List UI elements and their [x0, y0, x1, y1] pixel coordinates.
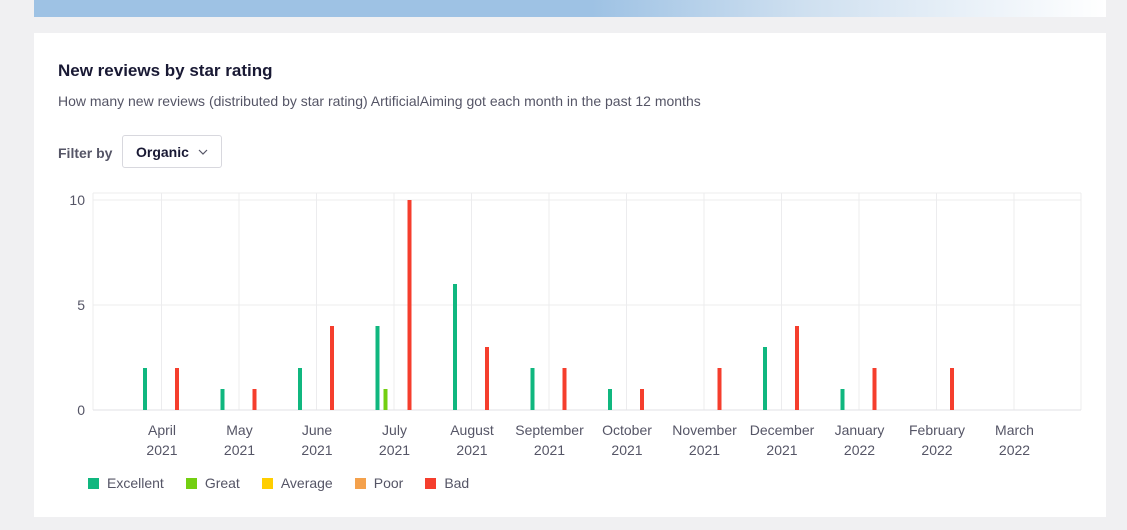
- x-tick-label-year: 2022: [844, 442, 875, 458]
- star-rating-chart: 0 5 10 April 2021 May 2021 June 2021 July 2021 Augu…: [69, 192, 1082, 458]
- x-tick-label-month: April: [148, 422, 176, 438]
- x-tick-label-month: March: [995, 422, 1034, 438]
- x-tick-label-year: 2021: [456, 442, 487, 458]
- legend-swatch: [354, 477, 366, 489]
- x-tick-label-month: October: [602, 422, 652, 438]
- legend-item-great[interactable]: Great: [185, 475, 240, 491]
- reviews-card: New reviews by star rating How many new …: [34, 33, 1106, 517]
- x-tick-label-month: January: [835, 422, 885, 438]
- bar-excellent: [453, 284, 457, 410]
- bar-great: [383, 389, 388, 410]
- section-title: New reviews by star rating: [58, 61, 273, 80]
- legend-label: Excellent: [107, 475, 164, 491]
- x-tick-label-month: June: [302, 422, 333, 438]
- x-tick-label-year: 2021: [379, 442, 410, 458]
- x-tick-label-month: May: [226, 422, 252, 438]
- x-tick-label-year: 2021: [689, 442, 720, 458]
- x-tick-label-year: 2022: [999, 442, 1030, 458]
- bar-excellent: [840, 389, 845, 410]
- bar-bad: [407, 200, 412, 410]
- filter-value: Organic: [136, 143, 189, 160]
- x-tick-label-year: 2021: [534, 442, 565, 458]
- legend-label: Average: [280, 475, 333, 491]
- bar-excellent: [298, 368, 302, 410]
- x-tick-label-month: August: [450, 422, 494, 438]
- bar-bad: [872, 368, 877, 410]
- filter-label: Filter by: [58, 145, 113, 161]
- bar-excellent: [375, 326, 380, 410]
- chart-legend: Excellent Great Average Poor Bad: [88, 475, 491, 491]
- bar-bad: [640, 389, 644, 410]
- x-tick-label-month: July: [382, 422, 407, 438]
- legend-item-excellent[interactable]: Excellent: [88, 475, 164, 491]
- y-tick-label: 10: [69, 192, 85, 208]
- legend-label: Bad: [444, 475, 470, 491]
- chevron-down-icon: [198, 149, 208, 155]
- bar-bad: [330, 326, 334, 410]
- bar-excellent: [763, 347, 767, 410]
- x-tick-label-year: 2021: [146, 442, 177, 458]
- bar-bad: [485, 347, 489, 410]
- bar-bad: [562, 368, 567, 410]
- section-subtitle: How many new reviews (distributed by sta…: [58, 93, 701, 109]
- bar-bad: [795, 326, 799, 410]
- x-tick-label-year: 2021: [611, 442, 642, 458]
- x-tick-label-year: 2021: [766, 442, 797, 458]
- bar-excellent: [143, 368, 147, 410]
- bar-bad: [175, 368, 179, 410]
- bar-bad: [252, 389, 257, 410]
- legend-item-poor[interactable]: Poor: [354, 475, 404, 491]
- x-tick-label-year: 2021: [224, 442, 255, 458]
- bar-excellent: [530, 368, 535, 410]
- legend-label: Poor: [373, 475, 404, 491]
- filter-dropdown[interactable]: Organic: [122, 135, 222, 168]
- bar-bad: [717, 368, 722, 410]
- x-tick-label-year: 2021: [301, 442, 332, 458]
- bar-excellent: [220, 389, 225, 410]
- x-tick-label-month: September: [515, 422, 584, 438]
- legend-swatch: [88, 477, 99, 489]
- y-tick-label: 0: [77, 402, 85, 418]
- legend-swatch: [261, 477, 273, 489]
- y-tick-label: 5: [77, 297, 85, 313]
- x-tick-label-month: February: [909, 422, 965, 438]
- x-tick-label-month: November: [672, 422, 737, 438]
- legend-label: Great: [204, 475, 240, 491]
- top-banner: [34, 0, 1106, 17]
- legend-swatch: [425, 477, 437, 489]
- x-tick-label-year: 2022: [921, 442, 952, 458]
- legend-swatch: [185, 477, 197, 489]
- legend-item-average[interactable]: Average: [261, 475, 333, 491]
- legend-item-bad[interactable]: Bad: [425, 475, 469, 491]
- bar-bad: [950, 368, 954, 410]
- x-tick-label-month: December: [750, 422, 815, 438]
- bar-excellent: [608, 389, 612, 410]
